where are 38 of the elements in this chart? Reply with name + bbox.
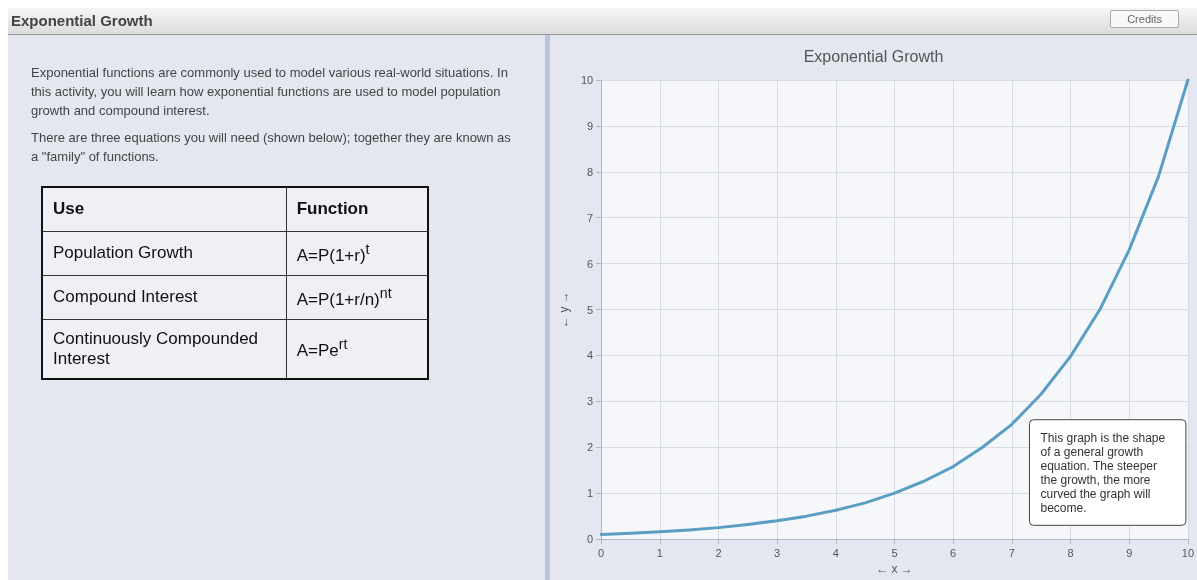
y-tick-label: 0 [587,533,594,546]
x-tick-label: 8 [1067,546,1074,559]
text: Credits [1110,10,1179,28]
x-tick-label: 6 [950,546,957,559]
text: Continuously Compounded Interest [42,319,287,379]
text: Use [42,187,287,231]
x-tick-label: 3 [774,546,781,559]
y-tick-label: 8 [587,165,594,178]
x-tick-label: 5 [891,546,898,559]
y-tick-label: 5 [587,303,594,316]
text: There are three equations you will need (shown below); together they are known as a "family" of functions. [31,129,512,166]
y-tick-label: 4 [587,349,594,362]
y-tick-label: 1 [587,487,594,500]
x-tick-label: 2 [715,546,722,559]
x-tick-label: 4 [832,546,839,559]
y-tick-label: 3 [587,395,594,408]
text: A=P(1+r/n)$^{nt}$ [286,275,428,319]
text: A=Pe$^{rt}$ [286,319,428,379]
y-tick-label: 9 [587,119,594,132]
x-tick-label: 10 [1181,546,1195,559]
x-tick-label: 7 [1008,546,1015,559]
y-tick-label: 2 [587,441,594,454]
chart-title: Exponential Growth [803,47,944,65]
x-tick-label: 1 [656,546,663,559]
text: A=P(1+r)$^{t}$ [286,231,428,275]
x-tick-label: 0 [598,546,605,559]
y-tick-label: 7 [587,211,594,224]
x-axis-title: ← x → [876,562,913,576]
annotation: This graph is the shape of a general growth equation. The steeper the growth, the more curved the graph will become. [1040,430,1169,515]
text: Population Growth [42,231,287,275]
text: Exponential Growth [11,12,153,29]
text: Function [286,187,428,231]
text: Compound Interest [42,275,287,319]
y-axis-title: ← y → [557,291,571,328]
y-tick-label: 6 [587,257,594,270]
text: Exponential functions are commonly used to model various real-world situations. In this activity, you will learn how exponential functions are used to model population growth and compound interest. [31,64,509,120]
x-tick-label: 9 [1126,546,1133,559]
y-tick-label: 10 [580,74,594,86]
